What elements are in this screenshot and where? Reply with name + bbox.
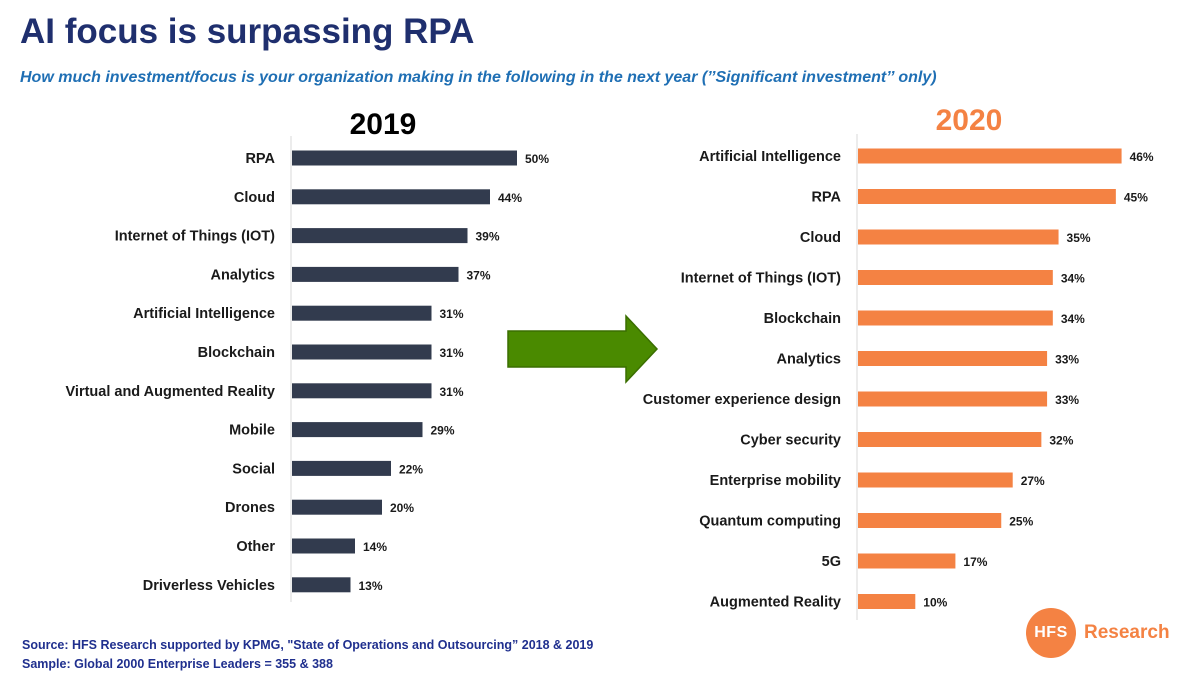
chart-2019-bar	[292, 577, 351, 593]
chart-2019-category-label: Driverless Vehicles	[143, 578, 275, 594]
chart-2020-category-label: Cloud	[800, 230, 841, 246]
chart-2020-bar	[858, 310, 1053, 326]
chart-2020-bar	[858, 189, 1116, 204]
chart-2020-bar	[858, 391, 1048, 407]
chart-2019-value-label: 50%	[525, 152, 549, 166]
source-note: Source: HFS Research supported by KPMG, …	[22, 636, 593, 674]
page-title: AI focus is surpassing RPA	[20, 12, 475, 51]
chart-2020-bar	[858, 270, 1053, 285]
chart-2019-bar	[292, 344, 432, 360]
chart-2019-value-label: 44%	[498, 191, 522, 205]
chart-2019-bar	[292, 538, 355, 554]
chart-2019-bar	[292, 189, 490, 205]
chart-2019-category-label: Analytics	[211, 267, 275, 283]
chart-2019-bar	[292, 460, 391, 476]
chart-2020-category-label: Blockchain	[764, 311, 841, 327]
chart-2019-bar	[292, 266, 459, 282]
brand-logo: HFS Research	[1026, 608, 1170, 658]
chart-2020-bar	[858, 148, 1122, 164]
chart-2019-category-label: Internet of Things (IOT)	[115, 229, 275, 245]
chart-2020-value-label: 33%	[1055, 393, 1079, 407]
chart-2020-bar	[858, 553, 956, 569]
chart-2020-category-label: RPA	[811, 190, 841, 206]
chart-2019-bar	[292, 383, 432, 399]
chart-2019-value-label: 14%	[363, 540, 387, 554]
chart-2020-category-label: Artificial Intelligence	[699, 149, 841, 165]
chart-2019-value-label: 13%	[359, 579, 383, 593]
chart-2020-category-label: Quantum computing	[699, 514, 841, 530]
chart-2020-title: 2020	[936, 104, 1003, 137]
chart-2019-category-label: Other	[236, 539, 275, 555]
chart-2019-category-label: RPA	[245, 151, 275, 167]
chart-2020-category-label: Internet of Things (IOT)	[681, 271, 841, 287]
page-subtitle: How much investment/focus is your organi…	[20, 69, 937, 86]
chart-2020-value-label: 45%	[1124, 191, 1148, 205]
chart-2020-value-label: 46%	[1130, 150, 1154, 164]
chart-2019-value-label: 31%	[440, 385, 464, 399]
chart-2019-bar	[292, 305, 432, 321]
chart-2019-value-label: 37%	[467, 268, 491, 282]
source-text: Source: HFS Research supported by KPMG, …	[22, 638, 594, 652]
chart-2020-value-label: 27%	[1021, 474, 1045, 488]
chart-2019-title: 2019	[350, 108, 417, 141]
right-arrow-icon	[507, 314, 659, 384]
brand-name: Research	[1084, 622, 1170, 643]
chart-2020-category-label: Enterprise mobility	[710, 473, 841, 489]
chart-2020-value-label: 35%	[1067, 231, 1091, 245]
chart-2020-category-label: Augmented Reality	[710, 595, 841, 611]
chart-2019-category-label: Cloud	[234, 190, 275, 206]
chart-2020-value-label: 17%	[963, 555, 987, 569]
chart-2020-category-label: Analytics	[777, 352, 841, 368]
chart-2019-value-label: 39%	[476, 230, 500, 244]
chart-2020-value-label: 34%	[1061, 312, 1085, 326]
chart-2020-value-label: 32%	[1049, 434, 1073, 448]
hfs-logo-icon: HFS	[1026, 608, 1076, 658]
chart-2019-value-label: 22%	[399, 462, 423, 476]
chart-2020-value-label: 25%	[1009, 515, 1033, 529]
sample-text: Sample: Global 2000 Enterprise Leaders =…	[22, 657, 333, 671]
chart-2019-bar	[292, 228, 468, 244]
chart-2020-bar	[858, 472, 1013, 488]
chart-2020-category-label: Cyber security	[740, 433, 841, 449]
chart-2019-bar	[292, 422, 423, 438]
chart-2020-bar	[858, 351, 1048, 366]
chart-2019-value-label: 31%	[440, 307, 464, 321]
chart-2020-bar	[858, 432, 1042, 447]
chart-2019-value-label: 29%	[431, 424, 455, 438]
chart-2019-category-label: Social	[232, 461, 275, 477]
chart-2020-bar	[858, 229, 1059, 245]
chart-2019-category-label: Mobile	[229, 423, 275, 439]
chart-2019-value-label: 20%	[390, 501, 414, 515]
chart-2019-bar	[292, 150, 517, 166]
chart-2019-value-label: 31%	[440, 346, 464, 360]
chart-2020-value-label: 10%	[923, 596, 947, 610]
chart-2019-category-label: Artificial Intelligence	[133, 306, 275, 322]
chart-2019-category-label: Blockchain	[198, 345, 275, 361]
chart-2019-category-label: Virtual and Augmented Reality	[66, 384, 276, 400]
chart-2020-bar	[858, 594, 916, 609]
chart-2020-value-label: 34%	[1061, 272, 1085, 286]
chart-2020-value-label: 33%	[1055, 353, 1079, 367]
chart-2019-bar	[292, 499, 382, 515]
chart-2019-category-label: Drones	[225, 500, 275, 516]
chart-2020-category-label: Customer experience design	[643, 392, 841, 408]
chart-2020-category-label: 5G	[822, 554, 841, 570]
chart-2020-bar	[858, 513, 1002, 528]
